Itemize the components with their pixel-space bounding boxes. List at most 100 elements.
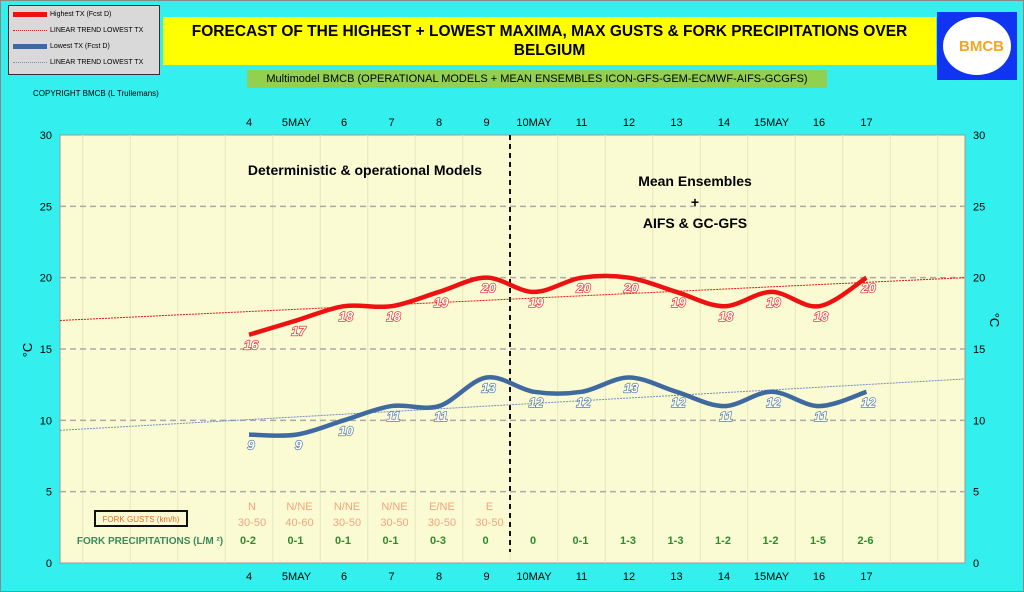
precip-value: 2-6 [858, 535, 874, 547]
gust-speed: 40-60 [285, 517, 313, 529]
trend-line [59, 378, 966, 431]
gust-speed: 30-50 [238, 517, 266, 529]
x-tick-label-top: 6 [341, 117, 347, 129]
x-tick-label-bottom: 11 [576, 571, 587, 583]
data-label: 19 [766, 295, 781, 310]
data-label: 12 [671, 395, 686, 410]
x-tick-label-bottom: 17 [860, 571, 872, 583]
logo-text: BMCB [959, 38, 1004, 55]
y-tick-label-right: 30 [973, 130, 985, 142]
y-tick-label-left: 5 [46, 487, 52, 499]
y-tick-label-left: 0 [46, 558, 52, 570]
legend-swatch [13, 44, 47, 49]
precip-value: 1-2 [763, 535, 779, 547]
x-tick-label-top: 4 [246, 117, 252, 129]
x-tick-label-bottom: 14 [718, 571, 730, 583]
chart-title: FORECAST OF THE HIGHEST + LOWEST MAXIMA,… [163, 17, 936, 65]
y-tick-label-left: 10 [40, 415, 52, 427]
x-tick-label-bottom: 4 [246, 571, 252, 583]
data-label: 20 [623, 281, 639, 296]
x-tick-label-top: 8 [436, 117, 442, 129]
data-label: 11 [719, 409, 733, 424]
annotation-left: Deterministic & operational Models [248, 162, 482, 178]
annotation-right: Mean Ensembles [638, 173, 752, 189]
data-label: 20 [480, 281, 496, 296]
data-label: 9 [295, 438, 303, 453]
y-tick-label-right: 10 [973, 415, 985, 427]
precip-value: 0-2 [240, 535, 256, 547]
precip-value: 1-5 [810, 535, 826, 547]
x-tick-label-top: 17 [860, 117, 872, 129]
y-tick-label-right: 20 [973, 273, 985, 285]
gusts-label: FORK GUSTS (km/h) [103, 515, 180, 524]
gust-direction: N/NE [381, 501, 407, 513]
legend-label: LINEAR TREND LOWEST TX [50, 27, 144, 34]
data-label: 18 [339, 309, 354, 324]
data-label: 13 [624, 381, 639, 396]
gust-speed: 30-50 [428, 517, 456, 529]
gust-direction: N/NE [286, 501, 312, 513]
data-label: 13 [481, 381, 496, 396]
y-tick-label-left: 20 [40, 273, 52, 285]
x-tick-label-bottom: 15MAY [754, 571, 790, 583]
x-tick-label-bottom: 13 [670, 571, 682, 583]
gust-direction: N [248, 501, 256, 513]
data-label: 12 [766, 395, 781, 410]
data-label: 18 [814, 309, 829, 324]
gust-speed: 30-50 [475, 517, 503, 529]
precip-value: 0 [482, 535, 488, 547]
chart-subtitle: Multimodel BMCB (OPERATIONAL MODELS + ME… [247, 70, 827, 88]
x-tick-label-bottom: 16 [813, 571, 825, 583]
data-label: 18 [719, 309, 734, 324]
data-label: 19 [671, 295, 686, 310]
y-axis-label-left: °C [20, 343, 35, 358]
x-tick-label-top: 13 [670, 117, 682, 129]
legend-swatch [13, 12, 47, 17]
x-tick-label-bottom: 10MAY [516, 571, 552, 583]
x-tick-label-top: 15MAY [754, 117, 790, 129]
data-label: 16 [244, 338, 259, 353]
data-label: 10 [339, 423, 354, 438]
data-label: 12 [861, 395, 876, 410]
data-label: 9 [247, 438, 255, 453]
data-label: 18 [386, 309, 401, 324]
data-label: 20 [575, 281, 591, 296]
x-tick-label-top: 7 [388, 117, 394, 129]
trend-line [59, 277, 966, 321]
legend-swatch [13, 62, 47, 63]
precip-value: 0-1 [573, 535, 589, 547]
y-tick-label-left: 30 [40, 130, 52, 142]
x-tick-label-top: 10MAY [516, 117, 552, 129]
x-tick-label-top: 16 [813, 117, 825, 129]
y-tick-label-left: 25 [40, 201, 52, 213]
data-label: 19 [529, 295, 544, 310]
annotation-right: + [691, 194, 699, 210]
y-axis-label-right: °C [987, 313, 1002, 328]
data-label: 19 [434, 295, 449, 310]
x-tick-label-top: 9 [483, 117, 489, 129]
legend-label: Highest TX (Fcst D) [50, 11, 112, 18]
data-label: 11 [387, 409, 401, 424]
y-tick-label-right: 5 [973, 487, 979, 499]
y-tick-label-right: 25 [973, 201, 985, 213]
annotation-right: AIFS & GC-GFS [643, 215, 747, 231]
y-tick-label-left: 15 [40, 344, 52, 356]
x-tick-label-top: 12 [623, 117, 635, 129]
data-label: 20 [860, 281, 876, 296]
y-tick-label-right: 15 [973, 344, 985, 356]
x-tick-label-top: 14 [718, 117, 730, 129]
precip-value: 0-1 [335, 535, 351, 547]
copyright: COPYRIGHT BMCB (L Trullemans) [33, 89, 159, 98]
x-tick-label-bottom: 6 [341, 571, 347, 583]
x-tick-label-bottom: 9 [483, 571, 489, 583]
data-label: 12 [576, 395, 591, 410]
legend-item: LINEAR TREND LOWEST TX [13, 59, 143, 66]
data-label: 11 [814, 409, 828, 424]
x-tick-label-bottom: 12 [623, 571, 635, 583]
x-tick-label-top: 11 [576, 117, 587, 129]
data-label: 12 [529, 395, 544, 410]
precip-label: FORK PRECIPITATIONS (L/M ²) [77, 536, 223, 547]
precip-value: 0 [530, 535, 536, 547]
gust-direction: E [486, 501, 493, 513]
